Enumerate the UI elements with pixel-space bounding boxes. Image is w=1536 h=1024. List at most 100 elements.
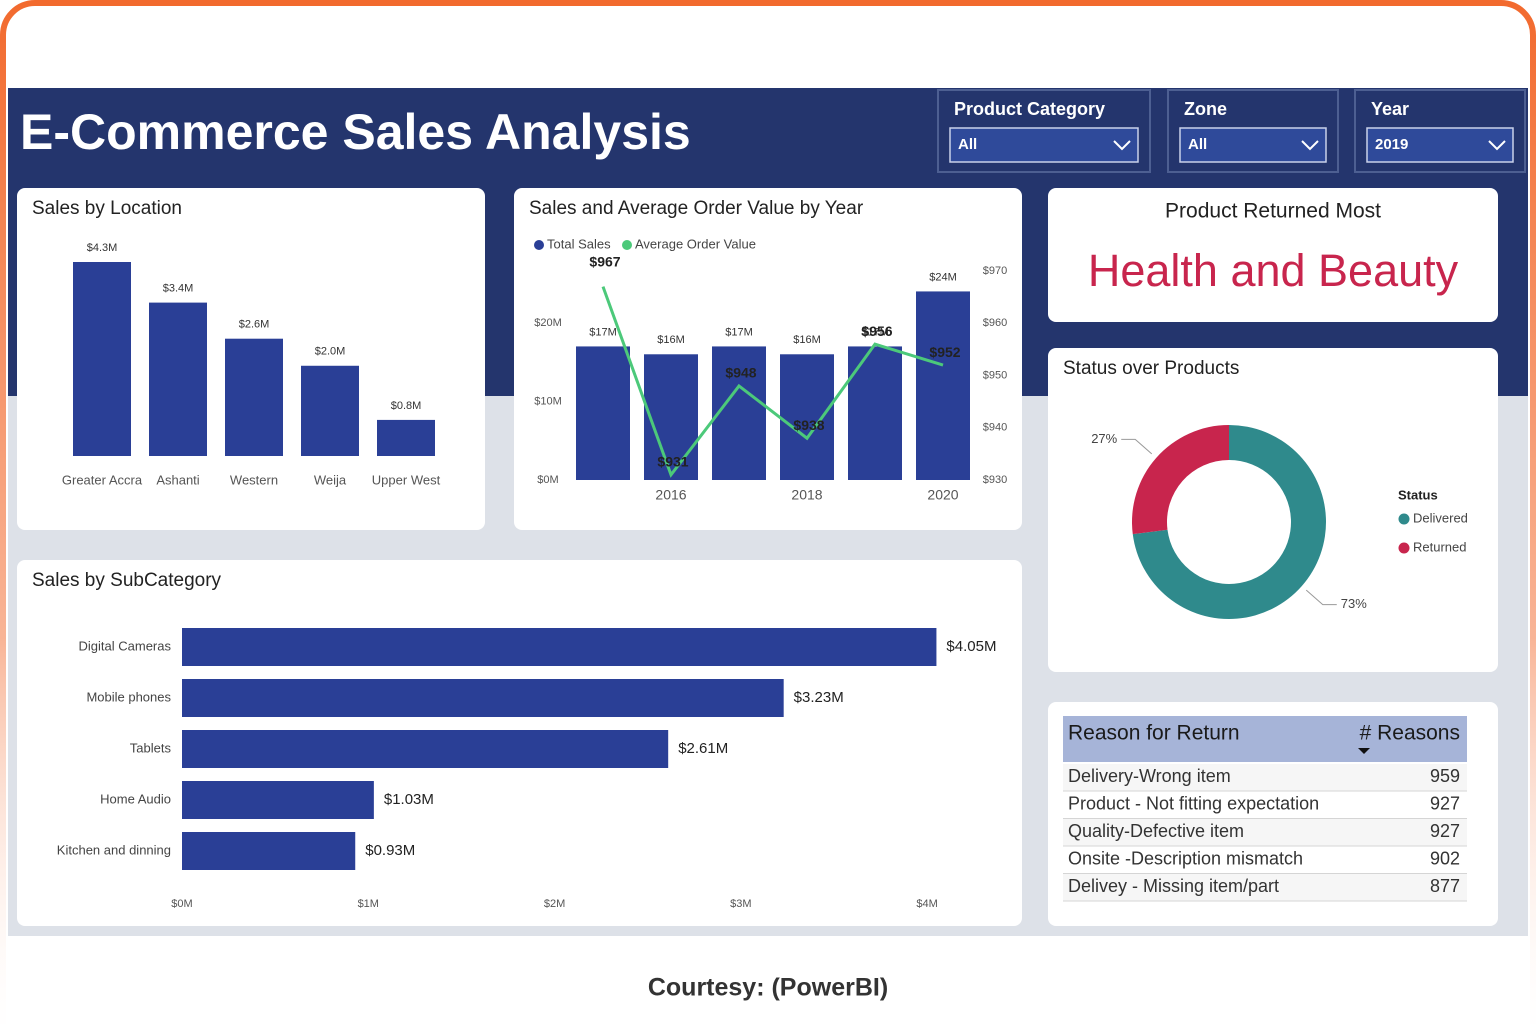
leader-line [1305,589,1337,606]
x-tick-label: Weija [314,472,347,487]
x-tick-label: 2020 [927,487,958,503]
x-tick-label: $0M [171,898,192,910]
bar [182,628,937,666]
bar [780,354,834,480]
dropdown-chevron [1113,140,1131,151]
data-label: $2.6M [239,319,270,331]
x-tick-label: $3M [730,898,751,910]
bar [182,730,669,768]
legend-label: Delivered [1413,510,1468,525]
y-tick-label: Kitchen and dinning [57,842,171,857]
data-label: $17M [725,326,753,338]
table-cell: Delivey - Missing item/part [1068,876,1279,896]
data-label: $1.03M [384,791,434,808]
chart-title: Status over Products [1063,358,1239,379]
data-label: $4.05M [946,638,996,655]
panel [1048,188,1498,322]
x-tick-label: Western [230,472,278,487]
data-label: 27% [1091,431,1117,446]
line-data-label: $967 [589,253,620,269]
chart-title: Sales by SubCategory [32,570,222,591]
legend-label: Total Sales [547,236,611,251]
legend-marker [622,240,632,250]
bar [182,781,374,819]
y-tick-label: Digital Cameras [79,638,172,653]
y2-tick-label: $970 [983,265,1007,277]
table-header-cell: # Reasons [1360,722,1460,745]
y-tick-label: $20M [534,317,562,329]
legend-marker [534,240,544,250]
filter-value: 2019 [1375,136,1408,153]
data-label: $16M [657,334,685,346]
filter-label: Year [1371,99,1409,119]
line [601,286,944,478]
table-row [1063,819,1467,846]
filter-label: Zone [1184,99,1227,119]
legend-label: Returned [1413,539,1466,554]
data-label: $3.23M [794,689,844,706]
line-data-label: $948 [725,365,756,381]
y-tick-label: $0M [537,474,558,486]
table-cell: 927 [1430,793,1460,813]
card-value: Health and Beauty [1088,245,1459,296]
bar [73,262,131,456]
bar [712,346,766,480]
bar [182,832,356,870]
x-tick-label: $4M [916,898,937,910]
table-cell: 959 [1430,766,1460,786]
x-tick-label: 2018 [791,487,822,503]
dashboard: Product Category All Zone All Year 2019 Produc… [17,89,1526,926]
line-data-label: $956 [861,323,892,339]
footer-credit: Courtesy: (PowerBI) [648,974,888,1002]
card-title: Product Returned Most [1165,200,1381,223]
filter-label: Product Category [954,99,1105,119]
bar [916,291,970,480]
table-cell: 902 [1430,848,1460,868]
line-data-label: $952 [929,344,960,360]
table-cell: 927 [1430,821,1460,841]
filter-box [937,89,1151,173]
y-tick-label: Home Audio [100,791,171,806]
bar [576,346,630,480]
table-row [1063,846,1467,874]
line-data-label: $938 [793,417,824,433]
donut-segment [1132,425,1326,619]
filter-dropdown[interactable] [949,127,1139,163]
data-label: $3.4M [163,283,194,295]
table-header-cell: Reason for Return [1068,722,1240,745]
line-data-label: $931 [657,453,688,469]
data-label: $24M [929,271,957,283]
filter-box [1354,89,1526,173]
data-label: $17M [861,326,889,338]
y-tick-label: $10M [534,395,562,407]
x-tick-label: Greater Accra [62,472,143,487]
legend-label: Average Order Value [635,236,756,251]
dashboard-title: E-Commerce Sales Analysis [20,104,691,160]
table-row [1063,791,1467,819]
y-tick-label: Mobile phones [86,689,171,704]
chart-title: Sales and Average Order Value by Year [529,198,864,219]
bar [225,338,283,456]
legend-title: Status [1398,487,1438,502]
x-tick-label: $2M [544,898,565,910]
data-label: $0.8M [391,400,422,412]
filter-dropdown[interactable] [1179,127,1327,163]
data-label: $2.61M [678,740,728,757]
table-row [1063,874,1467,901]
x-tick-label: Ashanti [156,472,199,487]
table-cell: Quality-Defective item [1068,821,1244,841]
filter-dropdown[interactable] [1366,127,1514,163]
sort-indicator [1358,748,1370,754]
dropdown-chevron [1301,140,1319,151]
y2-tick-label: $950 [983,369,1007,381]
filter-value: All [958,136,977,153]
x-tick-label: $1M [358,898,379,910]
bar [377,419,435,456]
data-label: $2.0M [315,346,346,358]
y-tick-label: Tablets [130,740,172,755]
table-cell: Delivery-Wrong item [1068,766,1231,786]
data-label: $4.3M [87,242,118,254]
legend-marker [1398,513,1410,525]
